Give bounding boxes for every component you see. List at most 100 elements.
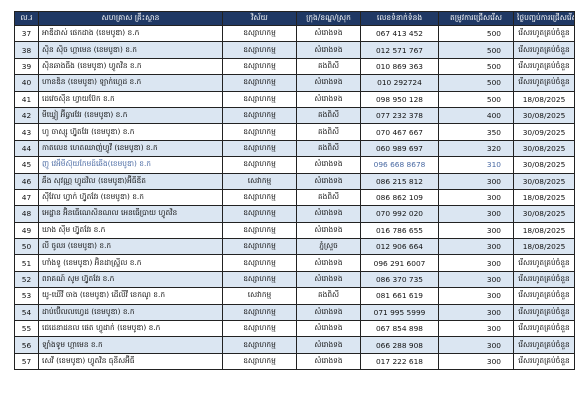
deadline: រើសរហូតគ្រប់ចំនួន — [513, 270, 575, 289]
row-number: 40 — [14, 74, 39, 92]
required-count: 500 — [438, 24, 514, 43]
company-name: ហូ ចាស្សូ ហ្វ៊ូតវែរ (ខេមបូឌា) ខ.ក — [38, 123, 223, 141]
company-name: ដេវេចសុីន ហ្វាយប៊ែក ខ.ក — [38, 90, 223, 108]
row-number: 49 — [14, 221, 39, 240]
table-row: 56 ឡាំងទូម ហ្គាមេន ខ.ក ឧស្សាហកម្ម សំរោងទង 06… — [14, 336, 575, 354]
company-name: ឡាំងទូម ហ្គាមេន ខ.ក — [38, 336, 223, 354]
sector: ឧស្សាហកម្ម — [222, 205, 297, 223]
sector: ឧស្សាហកម្ម — [222, 139, 297, 158]
deadline: 18/08/2025 — [513, 221, 575, 240]
district: គងពិសី — [296, 123, 361, 141]
header-required-count: តម្រូវការជ្រើសរើស — [438, 11, 514, 26]
table-row: 54 ដាប់ប៊ើលលហ្វេដ (ខេមបូឌា) ខ.ក ឧស្សាហកម្ម… — [14, 303, 575, 322]
sector: ឧស្សាហកម្ម — [222, 123, 297, 141]
sector: ឧស្សាហកម្ម — [222, 74, 297, 92]
district: គងពិសី — [296, 188, 361, 207]
sector: ឧស្សាហកម្ម — [222, 24, 297, 43]
row-number: 54 — [14, 303, 39, 322]
row-number: 53 — [14, 287, 39, 305]
deadline: 30/08/2025 — [513, 205, 575, 223]
district: គងពិសី — [296, 106, 361, 125]
header-deadline: ថ្ងៃបញ្ចប់ការជ្រើសរើស — [513, 11, 575, 26]
required-count: 300 — [438, 320, 514, 338]
row-number: 57 — [14, 352, 39, 371]
deadline: 30/08/2025 — [513, 172, 575, 190]
company-name: ហាំងទូ (ខេមបូឌា) អ៊ិនដាស្ទ្រីល ខ.ក — [38, 254, 223, 272]
sector: ឧស្សាហកម្ម — [222, 57, 297, 76]
table-row: 47 ស៊ីវែល ហ្វាក់ ហ្វ៊ូតវែរ (ខេមបូឌា) ខ.កឧ… — [14, 188, 575, 207]
table-header-row: ល.រ សហគ្រាស គ្រឹះស្ថាន វិស័យ ក្រុង/ខណ្ឌ/… — [14, 11, 575, 26]
required-count: 300 — [438, 205, 514, 223]
deadline: 30/09/2025 — [513, 123, 575, 141]
sector: ឧស្សាហកម្ម — [222, 106, 297, 125]
row-number: 41 — [14, 90, 39, 108]
company-name: អេដ្ឋាន អ៊ិនធើណេសិនណល អេនធើប្រាយ ហ្វូតវិ… — [38, 205, 223, 223]
required-count: 350 — [438, 123, 514, 141]
table-row: 53 យូ-ឃើវី ចាង (ខេមបូឌា) ដើលីវី ខេកណូ ខ.ក… — [14, 287, 575, 305]
table-row: 57 សេវី (ខេមបូឌា) ហ្វូតវិន ធុនីសអ៊ីធី ឧស្ស… — [14, 352, 575, 371]
table-row: 50 លី ចូលរ (ខេមបូឌា) ខ.ក ឧស្សាហកម្ម ភ្នំស្រ… — [14, 238, 575, 256]
deadline: រើសរហូតគ្រប់ចំនួន — [513, 303, 575, 322]
job-vacancy-table-container: ល.រ សហគ្រាស គ្រឹះស្ថាន វិស័យ ក្រុង/ខណ្ឌ/… — [14, 11, 575, 371]
deadline: រើសរហូតគ្រប់ចំនួន — [513, 24, 575, 43]
sector: ឧស្សាហកម្ម — [222, 303, 297, 322]
header-no: ល.រ — [14, 11, 39, 26]
deadline: រើសរហូតគ្រប់ចំនួន — [513, 74, 575, 92]
deadline: រើសរហូតគ្រប់ចំនួន — [513, 336, 575, 354]
deadline: 18/08/2025 — [513, 188, 575, 207]
required-count: 500 — [438, 57, 514, 76]
district: សំរោងទង — [296, 270, 361, 289]
row-number: 52 — [14, 270, 39, 289]
table-row: 41 ដេវេចសុីន ហ្វាយប៊ែក ខ.ក ឧស្សាហកម្ម សំរោង… — [14, 90, 575, 108]
company-name: ស៊ិន ស៊ិច ហ្គាមេន (ខេមបូឌា) ខ.ក — [38, 41, 223, 59]
company-name: ជេដេនាដនល ផេត ហ្វូដាក់ (ខេមបូឌា) ខ.ក — [38, 320, 223, 338]
deadline: រើសរហូតគ្រប់ចំនួន — [513, 352, 575, 371]
table-row: 38 ស៊ិន ស៊ិច ហ្គាមេន (ខេមបូឌា) ខ.ក ឧស្សាហក… — [14, 41, 575, 59]
phone-number: 070 467 667 — [360, 123, 439, 141]
row-number: 56 — [14, 336, 39, 354]
required-count: 300 — [438, 336, 514, 354]
phone-number: 081 661 619 — [360, 287, 439, 305]
header-district: ក្រុង/ខណ្ឌ/ស្រុក — [296, 11, 361, 26]
district: គងពិសី — [296, 287, 361, 305]
phone-number: 012 571 767 — [360, 41, 439, 59]
required-count: 300 — [438, 303, 514, 322]
sector: ឧស្សាហកម្ម — [222, 188, 297, 207]
district: សំរោងទង — [296, 24, 361, 43]
row-number: 51 — [14, 254, 39, 272]
sector: ឧស្សាហកម្ម — [222, 320, 297, 338]
sector: ឧស្សាហកម្ម — [222, 221, 297, 240]
table-row: 46 ឆឹង សុវណ្ណ ហ្វូដវិល (ខេមបូឌា)អ៊ីធីឌីតស… — [14, 172, 575, 190]
district: សំរោងទង — [296, 172, 361, 190]
required-count: 300 — [438, 287, 514, 305]
header-company-name: សហគ្រាស គ្រឹះស្ថាន — [38, 11, 223, 26]
phone-number: 012 906 664 — [360, 238, 439, 256]
sector: ឧស្សាហកម្ម — [222, 270, 297, 289]
required-count: 300 — [438, 352, 514, 371]
sector: ឧស្សាហកម្ម — [222, 238, 297, 256]
district: សំរោងទង — [296, 156, 361, 174]
table-row: 52 ពរាគណ៍ សូម ហ្វ៊ូតវែរ ខ.ក ឧស្សាហកម្ម សំរោ… — [14, 270, 575, 289]
district: សំរោងទង — [296, 303, 361, 322]
district: គងពិសី — [296, 57, 361, 76]
district: សំរោងទង — [296, 336, 361, 354]
row-number: 38 — [14, 41, 39, 59]
phone-number: 010 869 363 — [360, 57, 439, 76]
phone-number: 086 370 735 — [360, 270, 439, 289]
row-number: 37 — [14, 24, 39, 43]
row-number: 39 — [14, 57, 39, 76]
required-count: 400 — [438, 106, 514, 125]
company-name: ពរាគណ៍ សូម ហ្វ៊ូតវែរ ខ.ក — [38, 270, 223, 289]
phone-number: 096 668 8678 — [360, 156, 439, 174]
company-name: ស៊ីវែល ហ្វាក់ ហ្វ៊ូតវែរ (ខេមបូឌា) ខ.ក — [38, 188, 223, 207]
required-count: 300 — [438, 188, 514, 207]
company-name: យូ-ឃើវី ចាង (ខេមបូឌា) ដើលីវី ខេកណូ ខ.ក — [38, 287, 223, 305]
sector: សេវាកម្ម — [222, 172, 297, 190]
deadline: រើសរហូតគ្រប់ចំនួន — [513, 320, 575, 338]
table-row: 51 ហាំងទូ (ខេមបូឌា) អ៊ិនដាស្ទ្រីល ខ.ក ឧស្ស… — [14, 254, 575, 272]
required-count: 300 — [438, 270, 514, 289]
deadline: 18/08/2025 — [513, 238, 575, 256]
phone-number: 010 292724 — [360, 74, 439, 92]
deadline: 18/08/2025 — [513, 90, 575, 108]
phone-number: 067 854 898 — [360, 320, 439, 338]
